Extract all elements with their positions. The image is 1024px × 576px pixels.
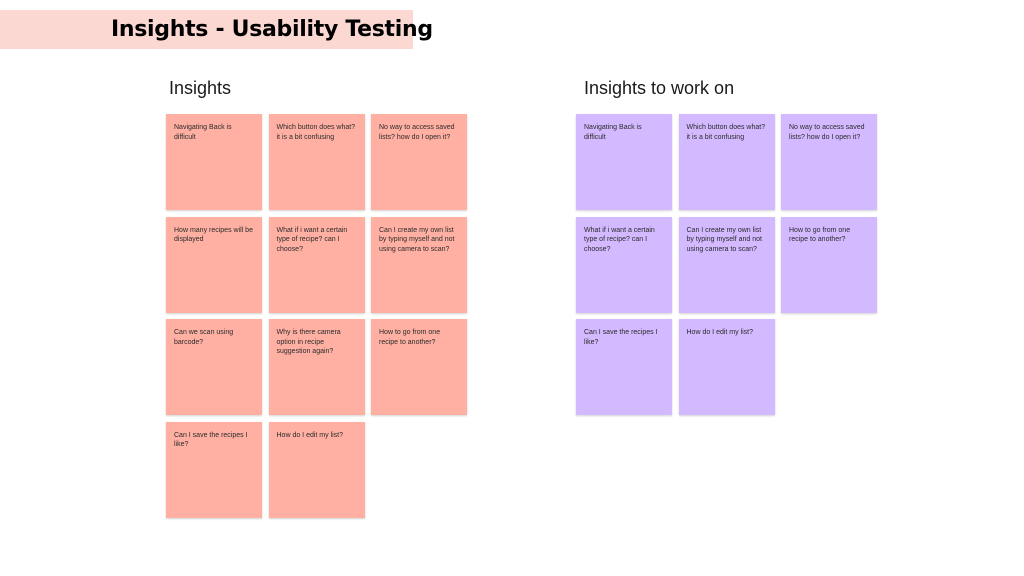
sticky-note[interactable]: Which button does what? it is a bit conf…: [268, 114, 365, 210]
sticky-note[interactable]: How do I edit my list?: [678, 319, 775, 415]
title-banner: [0, 10, 413, 49]
sticky-note[interactable]: Navigating Back is difficult: [576, 114, 672, 210]
page-title: Insights - Usability Testing: [111, 17, 433, 42]
sticky-note[interactable]: Can I save the recipes I like?: [166, 421, 262, 518]
sticky-note[interactable]: How to go from one recipe to another?: [781, 216, 877, 313]
sticky-note[interactable]: How to go from one recipe to another?: [371, 319, 467, 415]
sticky-note[interactable]: What if i want a certain type of recipe?…: [576, 216, 672, 313]
sticky-note[interactable]: Why is there camera option in recipe sug…: [268, 319, 365, 415]
section-heading-insights-to-work-on: Insights to work on: [584, 78, 735, 98]
sticky-note[interactable]: What if i want a certain type of recipe?…: [268, 216, 365, 313]
sticky-note[interactable]: Which button does what? it is a bit conf…: [678, 114, 775, 210]
sticky-note[interactable]: No way to access saved lists? how do I o…: [371, 114, 467, 210]
section-heading-insights: Insights: [169, 78, 232, 98]
sticky-note[interactable]: Can I create my own list by typing mysel…: [371, 216, 467, 313]
sticky-note[interactable]: How many recipes will be displayed: [166, 216, 262, 313]
sticky-note[interactable]: Can we scan using barcode?: [166, 319, 262, 415]
sticky-note[interactable]: Navigating Back is difficult: [166, 114, 262, 210]
sticky-note[interactable]: How do I edit my list?: [268, 421, 365, 518]
sticky-note[interactable]: Can I create my own list by typing mysel…: [678, 216, 775, 313]
sticky-note[interactable]: No way to access saved lists? how do I o…: [781, 114, 877, 210]
sticky-note[interactable]: Can I save the recipes I like?: [576, 319, 672, 415]
